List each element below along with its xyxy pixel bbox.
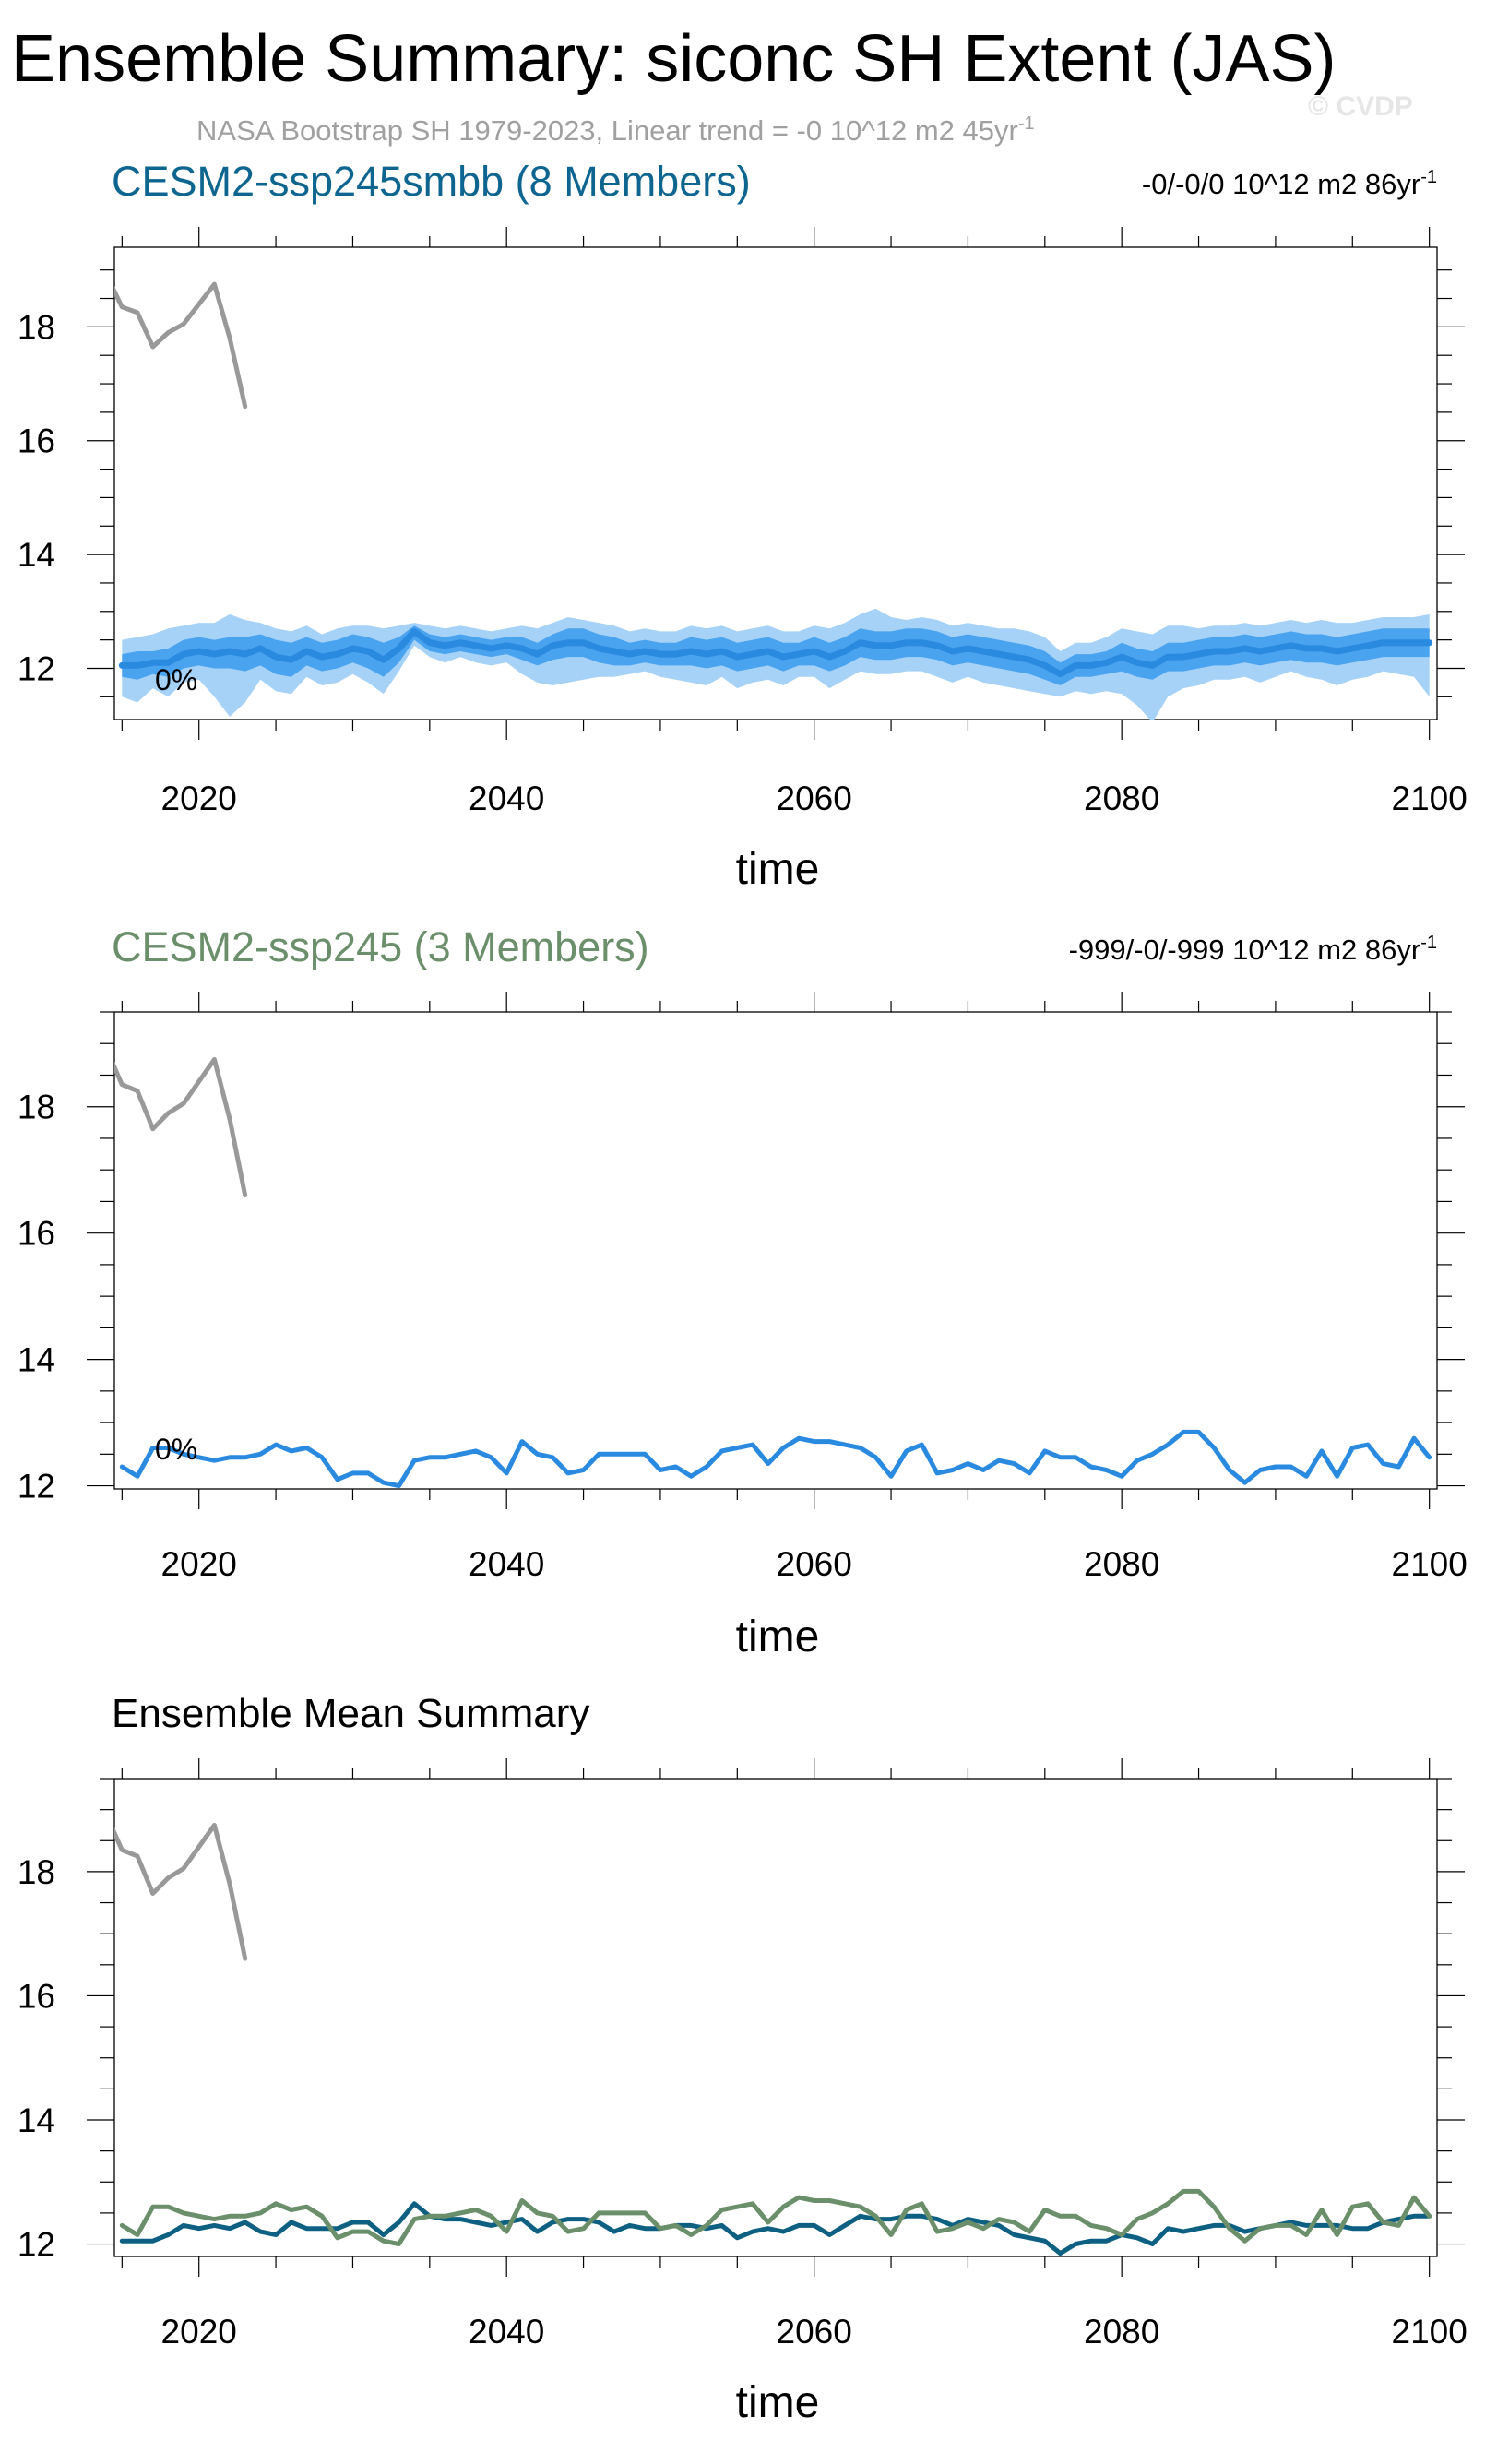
observations-line <box>114 1823 248 1961</box>
y-tick-label: 16 <box>18 1977 55 2015</box>
series-line-smbb <box>119 2201 1432 2256</box>
plot-frame <box>113 1011 1438 1490</box>
x-axis-label: time <box>736 1613 820 1661</box>
figure-subtitle: NASA Bootstrap SH 1979-2023, Linear tren… <box>196 113 1035 147</box>
y-tick-label: 16 <box>18 423 55 460</box>
x-tick-label: 2060 <box>777 780 852 817</box>
x-tick-label: 2100 <box>1392 780 1467 817</box>
panel-trend-text: -999/-0/-999 10^12 m2 86yr-1 <box>1069 933 1437 966</box>
x-tick-label: 2020 <box>161 780 237 817</box>
percent-label: 0% <box>155 1433 197 1466</box>
plot-area <box>114 1056 1432 1489</box>
watermark: © CVDP <box>1308 91 1413 122</box>
y-tick-label: 12 <box>18 1468 55 1506</box>
x-tick-label: 2080 <box>1084 780 1159 817</box>
x-tick-label: 2100 <box>1392 1545 1467 1583</box>
y-tick-label: 18 <box>18 1089 55 1126</box>
plot-area <box>114 281 1433 720</box>
x-tick-label: 2080 <box>1084 1545 1159 1583</box>
y-tick-label: 14 <box>18 1341 55 1379</box>
panel-trend-sup: -1 <box>1420 933 1437 953</box>
panel-title: Ensemble Mean Summary <box>112 1691 589 1736</box>
observations-line <box>114 1056 248 1198</box>
y-tick-label: 14 <box>18 2101 55 2139</box>
plot-frame <box>113 1778 1438 2257</box>
x-tick-label: 2040 <box>469 2313 544 2351</box>
x-tick-label: 2060 <box>777 1545 852 1583</box>
panel-title: CESM2-ssp245smbb (8 Members) <box>112 158 751 205</box>
plot-frame <box>113 246 1438 720</box>
figure-subtitle-text: NASA Bootstrap SH 1979-2023, Linear tren… <box>196 114 1018 147</box>
panel-ssp245: CESM2-ssp245 (3 Members) -999/-0/-999 10^… <box>18 923 1467 1661</box>
panels: CESM2-ssp245smbb (8 Members) -0/-0/0 10^1… <box>18 158 1467 2427</box>
panel-summary: Ensemble Mean Summary 12 14 16 18 2020 2040 206… <box>18 1691 1467 2427</box>
ensemble-mean-line <box>118 627 1433 678</box>
observations-line <box>114 281 248 410</box>
plot-area <box>114 1823 1432 2256</box>
x-tick-label: 2020 <box>161 1545 237 1583</box>
y-tick-label: 12 <box>18 2226 55 2264</box>
figure-title: Ensemble Summary: siconc SH Extent (JAS) <box>11 22 1336 96</box>
panel-title: CESM2-ssp245 (3 Members) <box>112 923 649 970</box>
x-tick-label: 2080 <box>1084 2313 1159 2351</box>
x-tick-label: 2060 <box>777 2313 852 2351</box>
y-tick-label: 18 <box>18 1853 55 1891</box>
x-tick-label: 2040 <box>469 1545 544 1583</box>
panel-smbb: CESM2-ssp245smbb (8 Members) -0/-0/0 10^1… <box>18 158 1467 894</box>
y-tick-label: 16 <box>18 1215 55 1253</box>
ensemble-mean-line <box>119 1429 1432 1489</box>
x-tick-label: 2040 <box>469 780 544 817</box>
x-axis-label: time <box>736 2378 820 2427</box>
x-axis-label: time <box>736 845 820 894</box>
panel-trend-value: -999/-0/-999 10^12 m2 86yr <box>1069 934 1421 966</box>
y-tick-label: 14 <box>18 536 55 574</box>
percent-label: 0% <box>155 663 197 696</box>
y-tick-label: 18 <box>18 308 55 346</box>
figure-subtitle-sup: -1 <box>1018 113 1035 134</box>
panel-trend-text: -0/-0/0 10^12 m2 86yr-1 <box>1142 167 1437 200</box>
panel-trend-sup: -1 <box>1420 167 1437 187</box>
y-tick-label: 12 <box>18 649 55 687</box>
series-line-ssp245 <box>119 2188 1432 2246</box>
x-tick-label: 2020 <box>161 2313 237 2351</box>
panel-trend-value: -0/-0/0 10^12 m2 86yr <box>1142 168 1420 200</box>
x-tick-label: 2100 <box>1392 2313 1467 2351</box>
